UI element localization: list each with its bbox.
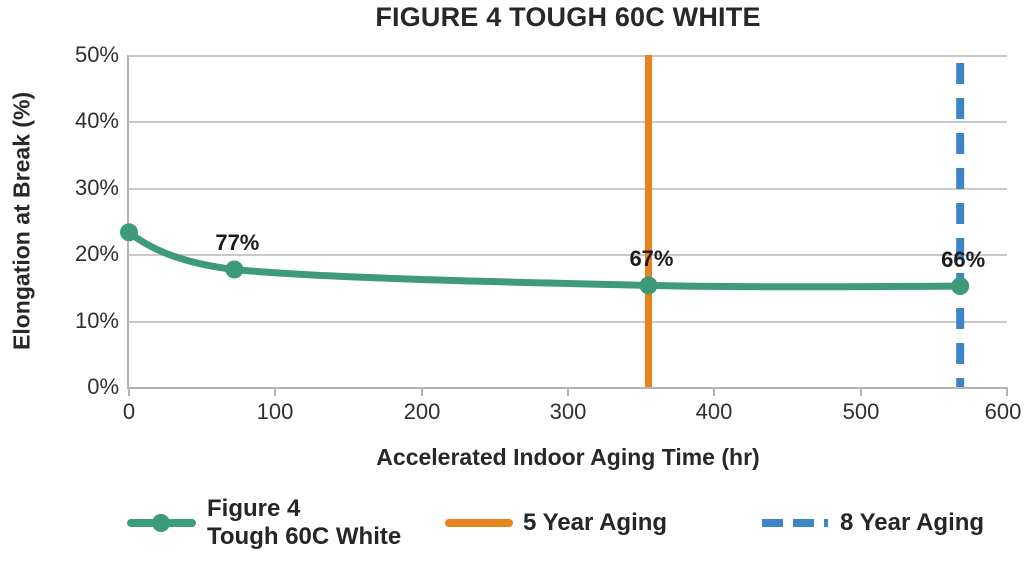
y-axis-line — [127, 55, 129, 389]
gridline-40 — [129, 121, 1007, 123]
x-tick-label: 400 — [695, 399, 733, 424]
legend-8-year-label: 8 Year Aging — [840, 509, 985, 536]
data-point-marker — [120, 223, 138, 242]
gridline-50 — [129, 55, 1007, 57]
chart-title: FIGURE 4 TOUGH 60C WHITE — [375, 2, 761, 32]
x-axis-title: Accelerated Indoor Aging Time (hr) — [376, 444, 760, 470]
gridline-30 — [129, 188, 1007, 190]
x-tick-label: 0 — [122, 399, 136, 424]
plot-svg — [120, 55, 970, 387]
x-tick-label: 600 — [984, 399, 1022, 424]
legend-series-label-line1: Figure 4 — [207, 495, 301, 522]
legend-series-marker-dot — [152, 514, 170, 532]
series-line — [125, 228, 964, 291]
y-tick-label: 10% — [74, 308, 119, 333]
x-tick-mark — [421, 387, 423, 396]
legend-5-year-label: 5 Year Aging — [523, 509, 668, 536]
gridline-10 — [129, 321, 1007, 323]
y-tick-label: 20% — [74, 241, 119, 266]
data-point-marker — [951, 277, 970, 296]
legend-8-year-swatch — [762, 519, 828, 527]
x-tick-mark — [567, 387, 569, 396]
data-point-marker — [639, 276, 658, 295]
y-axis-title: Elongation at Break (%) — [8, 91, 35, 351]
y-tick-label: 40% — [74, 108, 119, 133]
legend-series-label-line2: Tough 60C White — [207, 523, 402, 550]
x-tick-mark — [860, 387, 862, 396]
x-tick-label: 300 — [549, 399, 587, 424]
x-tick-label: 500 — [842, 399, 880, 424]
y-tick-label: 0% — [87, 374, 119, 399]
x-tick-label: 100 — [256, 399, 294, 424]
x-tick-mark — [274, 387, 276, 396]
plot-area: 77% 67% 66% — [120, 55, 1007, 389]
x-tick-mark — [1006, 387, 1008, 396]
x-tick-mark — [128, 387, 130, 396]
data-point-marker — [225, 260, 244, 279]
legend-series-label: Figure 4 Tough 60C White — [207, 495, 401, 551]
legend-5-year-swatch — [445, 519, 513, 527]
gridline-20 — [129, 254, 1007, 256]
x-tick-mark — [713, 387, 715, 396]
y-tick-label: 30% — [74, 175, 119, 200]
y-tick-label: 50% — [74, 42, 119, 67]
x-tick-label: 200 — [403, 399, 441, 424]
